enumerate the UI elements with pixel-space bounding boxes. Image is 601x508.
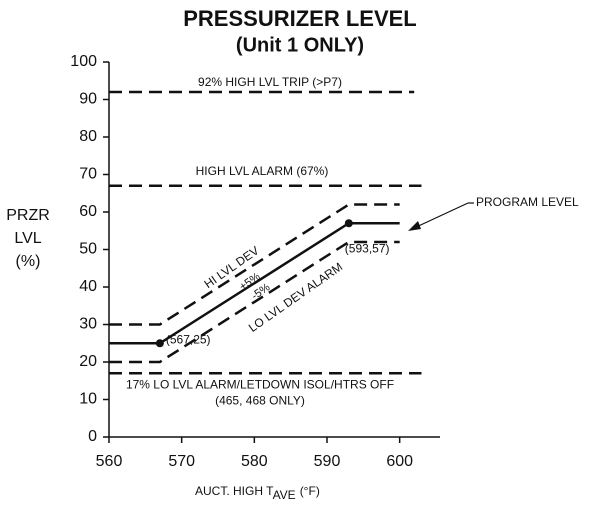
program-line bbox=[109, 222, 400, 345]
y-tick-label: 90 bbox=[79, 91, 97, 108]
arrow-head bbox=[408, 221, 421, 231]
y-tick-label: 10 bbox=[79, 391, 97, 408]
x-axis-label: AUCT. HIGH TAVE (°F) bbox=[195, 484, 320, 502]
chart-subtitle: (Unit 1 ONLY) bbox=[236, 34, 364, 56]
y-tick-label: 70 bbox=[79, 166, 97, 183]
y-tick-label: 30 bbox=[79, 316, 97, 333]
y-tick-label: 20 bbox=[79, 353, 97, 370]
y-tick-label: 100 bbox=[70, 53, 97, 70]
limit-label: 92% HIGH LVL TRIP (>P7) bbox=[198, 75, 342, 89]
limit-sublabel: (465, 468 ONLY) bbox=[215, 393, 305, 407]
y-axis-label: (%) bbox=[16, 253, 41, 270]
annotation-arrow bbox=[411, 202, 469, 230]
point-label: (567,25) bbox=[166, 332, 211, 346]
y-tick-label: 80 bbox=[79, 128, 97, 145]
x-tick-label: 590 bbox=[314, 453, 341, 470]
x-axis-label-unit: (°F) bbox=[300, 484, 320, 498]
chart-title: PRESSURIZER LEVEL bbox=[183, 6, 416, 31]
deviation-line bbox=[109, 240, 400, 364]
x-tick-label: 570 bbox=[168, 453, 195, 470]
y-tick-label: 0 bbox=[88, 428, 97, 445]
x-axis-label-text: AUCT. HIGH T bbox=[195, 484, 274, 498]
limit-label: 17% LO LVL ALARM/LETDOWN ISOL/HTRS OFF bbox=[126, 377, 394, 391]
x-tick-label: 600 bbox=[386, 453, 413, 470]
x-axis-label-sub: AVE bbox=[273, 488, 296, 502]
limit-label: HIGH LVL ALARM (67%) bbox=[196, 164, 329, 178]
point-label: (593,57) bbox=[345, 241, 390, 255]
x-tick-label: 560 bbox=[96, 453, 123, 470]
y-tick-label: 40 bbox=[79, 278, 97, 295]
y-axis-label: PRZR bbox=[6, 207, 50, 224]
deviation-line bbox=[109, 203, 400, 326]
legend-label: PROGRAM LEVEL bbox=[476, 195, 579, 209]
y-tick-label: 50 bbox=[79, 241, 97, 258]
y-tick-label: 60 bbox=[79, 203, 97, 220]
point-marker bbox=[344, 219, 353, 228]
y-axis-label: LVL bbox=[14, 230, 41, 247]
x-tick-label: 580 bbox=[241, 453, 268, 470]
point-marker bbox=[155, 339, 164, 348]
